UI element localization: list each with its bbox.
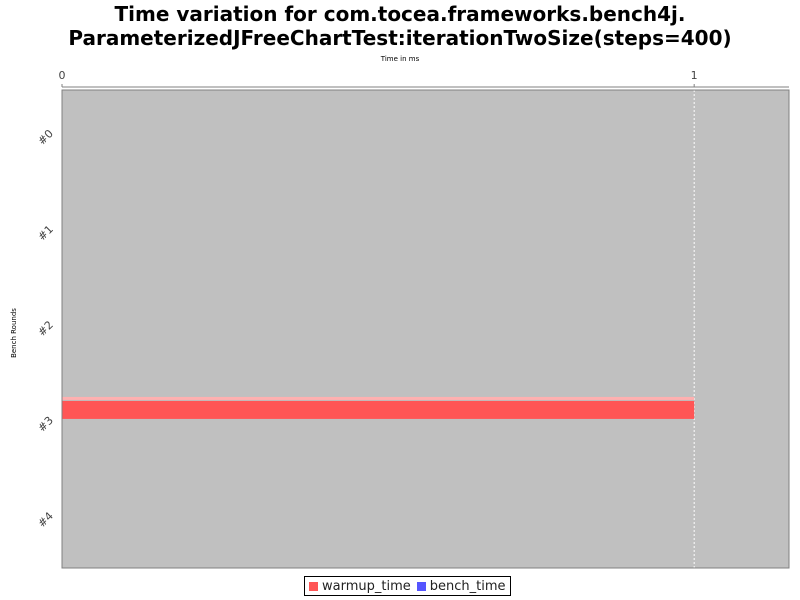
legend-label-warmup: warmup_time bbox=[322, 578, 411, 594]
legend-label-bench: bench_time bbox=[429, 578, 506, 594]
chart-title-line-1: Time variation for com.tocea.frameworks.… bbox=[114, 2, 686, 26]
bars bbox=[62, 396, 695, 419]
y-tick-label: #3 bbox=[35, 414, 56, 435]
legend-item-warmup: warmup_time bbox=[309, 579, 411, 594]
x-tick-label: 1 bbox=[691, 69, 698, 82]
y-ticks: #0 #1 #2 #3 #4 bbox=[35, 127, 56, 530]
bar-highlight bbox=[62, 396, 695, 400]
x-tick-label: 0 bbox=[59, 69, 66, 82]
chart-title: Time variation for com.tocea.frameworks.… bbox=[0, 0, 800, 50]
y-tick-label: #0 bbox=[35, 127, 56, 148]
legend: warmup_time bench_time bbox=[304, 576, 511, 596]
legend-swatch-warmup bbox=[309, 581, 318, 591]
chart-title-line-2: ParameterizedJFreeChartTest:iterationTwo… bbox=[68, 26, 732, 50]
y-tick-label: #1 bbox=[35, 223, 56, 244]
plot-border bbox=[61, 89, 790, 569]
legend-swatch-bench bbox=[416, 581, 426, 591]
x-axis-label: Time in ms bbox=[380, 55, 420, 63]
y-tick-label: #4 bbox=[35, 510, 56, 531]
legend-item-bench: bench_time bbox=[416, 578, 506, 594]
bar-warmup_time bbox=[62, 400, 695, 419]
plot-background bbox=[62, 90, 789, 568]
y-tick-label: #2 bbox=[35, 318, 56, 339]
